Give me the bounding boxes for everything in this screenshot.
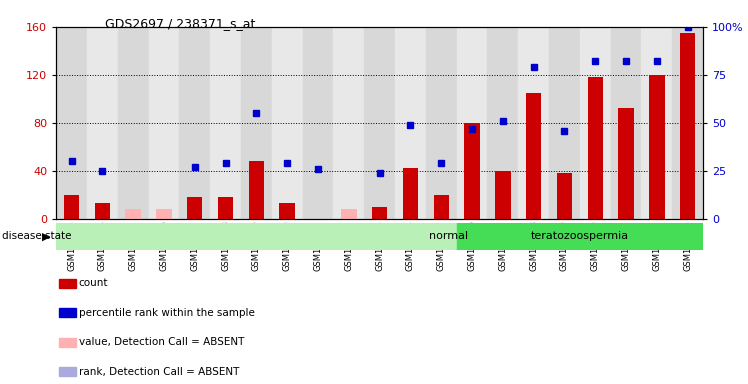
Bar — [341, 209, 357, 219]
Bar — [495, 171, 511, 219]
Bar — [303, 27, 334, 219]
Bar — [456, 223, 703, 250]
Bar — [156, 209, 171, 219]
Bar — [456, 27, 488, 219]
Bar — [434, 195, 449, 219]
Bar — [619, 108, 634, 219]
Text: GDS2697 / 238371_s_at: GDS2697 / 238371_s_at — [105, 17, 255, 30]
Text: percentile rank within the sample: percentile rank within the sample — [79, 308, 254, 318]
Bar — [465, 123, 479, 219]
Bar — [59, 308, 76, 317]
Bar — [680, 33, 696, 219]
Bar — [59, 279, 76, 288]
Bar — [642, 27, 672, 219]
Text: value, Detection Call = ABSENT: value, Detection Call = ABSENT — [79, 337, 244, 347]
Text: count: count — [79, 278, 108, 288]
Bar — [610, 27, 642, 219]
Bar — [187, 197, 203, 219]
Bar — [426, 27, 456, 219]
Bar — [488, 27, 518, 219]
Bar — [372, 207, 387, 219]
Text: ▶: ▶ — [43, 231, 51, 241]
Bar — [87, 27, 117, 219]
Bar — [580, 27, 610, 219]
Bar — [126, 209, 141, 219]
Bar — [649, 75, 665, 219]
Text: teratozoospermia: teratozoospermia — [531, 231, 629, 241]
Text: rank, Detection Call = ABSENT: rank, Detection Call = ABSENT — [79, 367, 239, 377]
Bar — [557, 173, 572, 219]
Bar — [64, 195, 79, 219]
Bar — [56, 223, 456, 250]
Bar — [56, 27, 87, 219]
Bar — [672, 27, 703, 219]
Bar — [218, 197, 233, 219]
Bar — [364, 27, 395, 219]
Bar — [149, 27, 180, 219]
Bar — [588, 77, 603, 219]
Bar — [210, 27, 241, 219]
Bar — [272, 27, 303, 219]
Bar — [241, 27, 272, 219]
Bar — [59, 367, 76, 376]
Bar — [94, 203, 110, 219]
Text: normal: normal — [429, 231, 468, 241]
Bar — [280, 203, 295, 219]
Bar — [402, 169, 418, 219]
Bar — [59, 338, 76, 346]
Bar — [549, 27, 580, 219]
Bar — [334, 27, 364, 219]
Bar — [518, 27, 549, 219]
Bar — [395, 27, 426, 219]
Bar — [248, 161, 264, 219]
Bar — [180, 27, 210, 219]
Bar — [117, 27, 149, 219]
Text: disease state: disease state — [2, 231, 72, 241]
Bar — [526, 93, 542, 219]
